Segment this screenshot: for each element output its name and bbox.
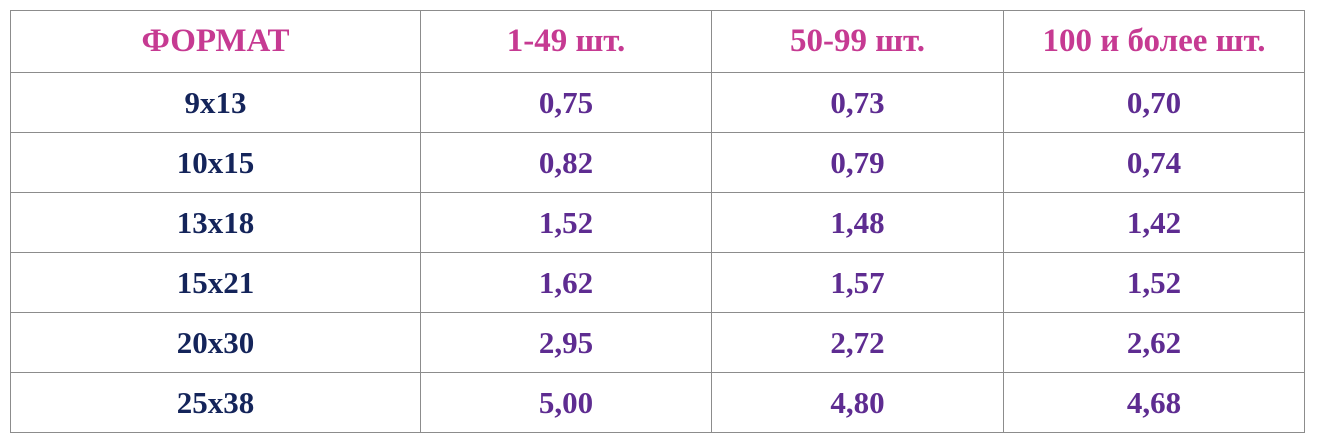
- price-cell: 1,52: [420, 192, 712, 253]
- header-qty-50-99: 50-99 шт.: [711, 10, 1004, 73]
- format-cell: 20x30: [10, 312, 421, 373]
- price-cell: 0,75: [420, 72, 712, 133]
- price-cell: 0,79: [711, 132, 1004, 193]
- price-cell: 5,00: [420, 372, 712, 433]
- table-row: 9x13 0,75 0,73 0,70: [10, 72, 1305, 133]
- header-qty-100-plus: 100 и более шт.: [1003, 10, 1305, 73]
- price-cell: 1,62: [420, 252, 712, 313]
- price-cell: 2,95: [420, 312, 712, 373]
- table-row: 10x15 0,82 0,79 0,74: [10, 132, 1305, 193]
- format-cell: 25x38: [10, 372, 421, 433]
- format-cell: 15x21: [10, 252, 421, 313]
- price-cell: 0,74: [1003, 132, 1305, 193]
- table-row: 25x38 5,00 4,80 4,68: [10, 372, 1305, 433]
- price-cell: 1,57: [711, 252, 1004, 313]
- price-cell: 0,70: [1003, 72, 1305, 133]
- price-cell: 2,72: [711, 312, 1004, 373]
- table-row: 15x21 1,62 1,57 1,52: [10, 252, 1305, 313]
- price-cell: 4,68: [1003, 372, 1305, 433]
- header-format: ФОРМАТ: [10, 10, 421, 73]
- price-cell: 2,62: [1003, 312, 1305, 373]
- format-cell: 13x18: [10, 192, 421, 253]
- table-header: ФОРМАТ 1-49 шт. 50-99 шт. 100 и более шт…: [10, 10, 1305, 73]
- header-qty-1-49: 1-49 шт.: [420, 10, 712, 73]
- table-row: 20x30 2,95 2,72 2,62: [10, 312, 1305, 373]
- price-table: ФОРМАТ 1-49 шт. 50-99 шт. 100 и более шт…: [10, 10, 1305, 433]
- price-cell: 1,42: [1003, 192, 1305, 253]
- price-cell: 1,48: [711, 192, 1004, 253]
- table-body: 9x13 0,75 0,73 0,70 10x15 0,82 0,79 0,74…: [10, 72, 1305, 433]
- format-cell: 9x13: [10, 72, 421, 133]
- format-cell: 10x15: [10, 132, 421, 193]
- price-cell: 0,82: [420, 132, 712, 193]
- header-row: ФОРМАТ 1-49 шт. 50-99 шт. 100 и более шт…: [10, 10, 1305, 73]
- price-cell: 1,52: [1003, 252, 1305, 313]
- price-cell: 0,73: [711, 72, 1004, 133]
- table-row: 13x18 1,52 1,48 1,42: [10, 192, 1305, 253]
- price-cell: 4,80: [711, 372, 1004, 433]
